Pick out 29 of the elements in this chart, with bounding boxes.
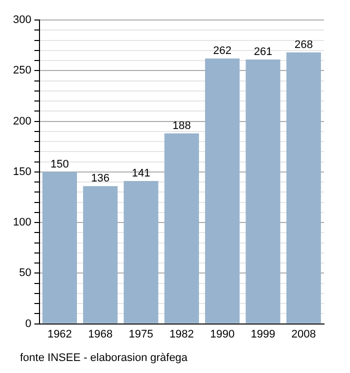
bar [83,186,118,324]
data-label: 141 [132,168,150,180]
y-tick-label: 50 [19,267,32,280]
bar [205,58,240,324]
y-tick-label: 300 [12,14,32,26]
y-tick-label: 200 [12,115,32,128]
y-tick-label: 100 [12,216,32,229]
data-label: 262 [213,45,232,58]
data-label: 136 [91,172,110,185]
bar [246,59,280,324]
x-tick-label: 1975 [128,328,154,340]
y-tick-label: 0 [25,318,32,330]
bar [124,181,158,324]
y-tick-label: 250 [12,64,32,77]
y-tick-label: 150 [12,166,32,178]
data-label: 188 [172,120,191,132]
bar [286,52,321,324]
x-tick-label: 1999 [250,328,276,340]
x-tick-label: 1968 [88,328,113,340]
x-tick-label: 1962 [47,328,72,340]
data-label: 150 [50,158,69,170]
data-label: 268 [294,38,313,51]
data-label: 261 [254,46,272,58]
bar [42,172,77,324]
x-tick-label: 1990 [210,328,235,340]
source-note: fonte INSEE - elaborasion gràfega [20,352,188,364]
x-tick-label: 2008 [291,328,316,340]
bar [164,133,199,324]
x-tick-label: 1982 [169,328,194,340]
